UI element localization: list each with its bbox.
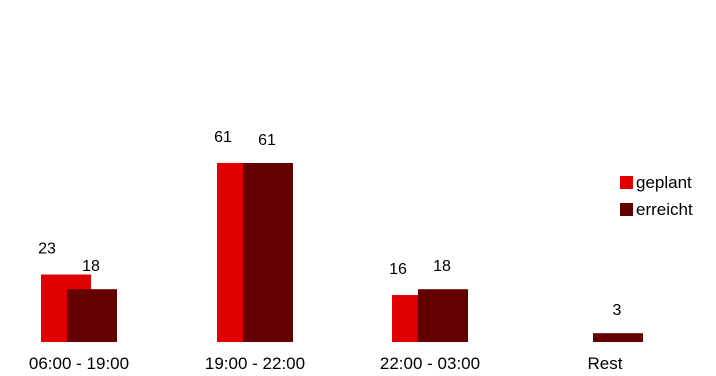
x-axis-tick-labels: 06:00 - 19:00 19:00 - 22:00 22:00 - 03:00 R… <box>29 354 623 373</box>
bar-erreicht-2 <box>418 289 468 342</box>
bar-erreicht-1 <box>243 163 293 342</box>
legend-swatch-geplant <box>620 176 633 189</box>
data-labels-layer: 23 61 16 18 61 18 3 <box>38 129 621 319</box>
legend-label-geplant: geplant <box>636 173 692 192</box>
x-tick-label-3: Rest <box>588 354 623 373</box>
data-label-erreicht-2: 18 <box>433 258 451 275</box>
bars-layer <box>41 163 643 342</box>
x-tick-label-1: 19:00 - 22:00 <box>205 354 305 373</box>
data-label-geplant-0: 23 <box>38 241 56 258</box>
data-label-geplant-2: 16 <box>389 261 407 278</box>
legend: geplant erreicht <box>620 173 693 219</box>
data-label-erreicht-0: 18 <box>82 258 100 275</box>
bar-erreicht-3 <box>593 333 643 342</box>
data-label-erreicht-3: 3 <box>613 302 622 319</box>
x-tick-label-0: 06:00 - 19:00 <box>29 354 129 373</box>
legend-label-erreicht: erreicht <box>636 200 693 219</box>
legend-swatch-erreicht <box>620 203 633 216</box>
bar-erreicht-0 <box>67 289 117 342</box>
x-tick-label-2: 22:00 - 03:00 <box>380 354 480 373</box>
data-label-erreicht-1: 61 <box>258 132 276 149</box>
data-label-geplant-1: 61 <box>214 129 232 146</box>
